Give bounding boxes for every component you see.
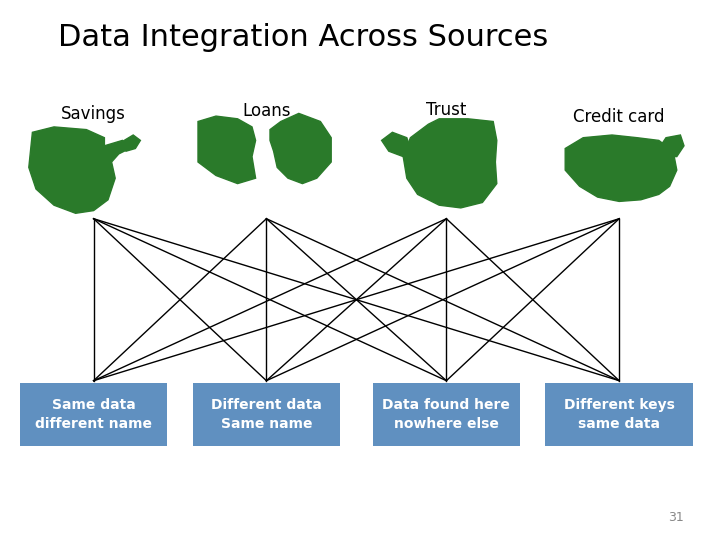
Polygon shape: [198, 116, 256, 184]
FancyBboxPatch shape: [546, 383, 693, 446]
Polygon shape: [122, 135, 140, 151]
Text: Different data
Same name: Different data Same name: [211, 399, 322, 431]
Text: Same data
different name: Same data different name: [35, 399, 152, 431]
Text: Different keys
same data: Different keys same data: [564, 399, 675, 431]
Text: Credit card: Credit card: [573, 108, 665, 126]
Text: Loans: Loans: [242, 103, 291, 120]
Polygon shape: [382, 132, 410, 157]
FancyBboxPatch shape: [193, 383, 341, 446]
FancyBboxPatch shape: [373, 383, 520, 446]
FancyBboxPatch shape: [20, 383, 167, 446]
Polygon shape: [659, 135, 684, 157]
Polygon shape: [403, 119, 497, 208]
Text: 31: 31: [668, 511, 684, 524]
Text: Trust: Trust: [426, 101, 467, 119]
Polygon shape: [29, 127, 130, 213]
Polygon shape: [270, 113, 331, 184]
Polygon shape: [565, 135, 677, 201]
Text: Data found here
nowhere else: Data found here nowhere else: [382, 399, 510, 431]
Text: Data Integration Across Sources: Data Integration Across Sources: [58, 23, 548, 52]
Text: Savings: Savings: [61, 105, 126, 123]
